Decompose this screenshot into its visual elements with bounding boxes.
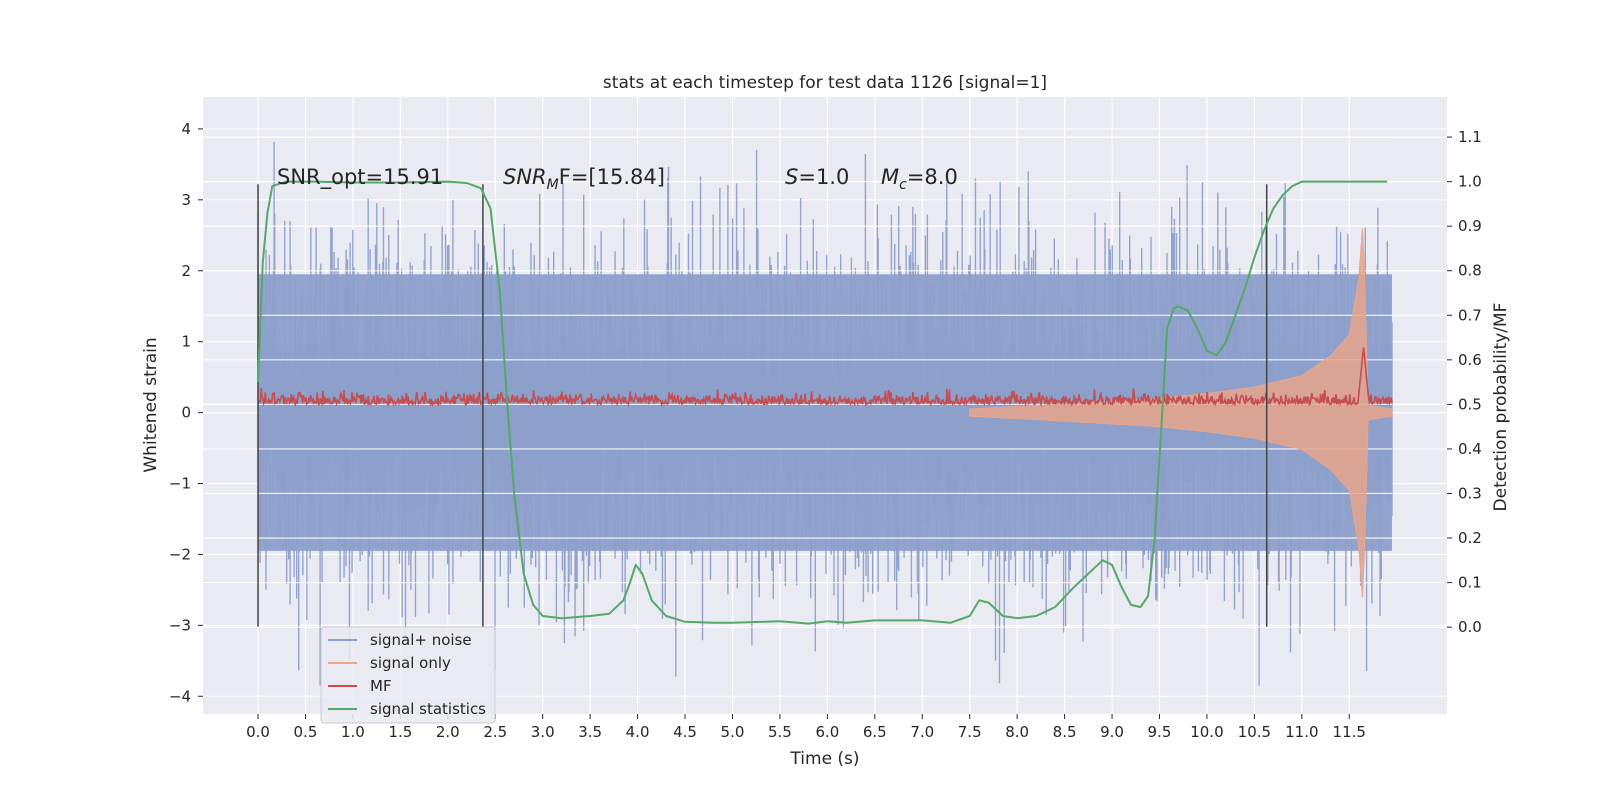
y-tick-label-3: −1 (169, 475, 191, 493)
series-mf (257, 347, 1393, 408)
y-right-tick-label-11: 1.1 (1458, 128, 1482, 146)
y-right-tick-label-10: 1.0 (1458, 173, 1482, 191)
x-tick-label-10: 5.0 (721, 723, 745, 741)
legend-label-mf: MF (370, 677, 392, 695)
y-tick-label-4: 0 (181, 404, 191, 422)
y-tick-label-0: −4 (169, 687, 191, 705)
x-tick-label-9: 4.5 (673, 723, 697, 741)
y-tick-label-5: 1 (181, 333, 191, 351)
y-tick-label-1: −3 (169, 616, 191, 634)
axis-ticks: 0.0 0.5 1.0 1.5 2.0 2.5 3.0 3.5 4.0 4.5 5.0 5.5 6.0 6… (169, 120, 1482, 741)
x-tick-label-20: 10.0 (1190, 723, 1223, 741)
annotation-mc-sub: c (899, 177, 907, 193)
legend-label-signal-noise: signal+ noise (370, 631, 472, 649)
x-tick-label-18: 9.0 (1100, 723, 1124, 741)
x-tick-label-3: 1.5 (388, 723, 412, 741)
annotation-snr-opt: SNR_opt=15.91 (277, 165, 443, 190)
annotation-mc-value: =8.0 (907, 165, 958, 189)
annotation-mc-symbol: M (881, 165, 899, 189)
x-tick-label-4: 2.0 (436, 723, 460, 741)
x-tick-label-17: 8.5 (1053, 723, 1077, 741)
y-tick-label-7: 3 (181, 191, 191, 209)
y-right-tick-label-7: 0.7 (1458, 306, 1482, 324)
signal-statistics-line (257, 180, 1388, 625)
y-right-tick-label-9: 0.9 (1458, 217, 1482, 235)
x-tick-label-12: 6.0 (815, 723, 839, 741)
y-right-tick-label-4: 0.4 (1458, 440, 1482, 458)
y-right-tick-label-3: 0.3 (1458, 484, 1482, 502)
x-tick-label-22: 11.0 (1285, 723, 1318, 741)
vertical-markers (257, 184, 1268, 627)
mf-trace (257, 347, 1393, 408)
annotation-snr-mf-rest: F=[15.84] (559, 165, 665, 189)
x-tick-label-23: 11.5 (1333, 723, 1366, 741)
annotation-s-value: =1.0 (798, 165, 849, 189)
x-tick-label-0: 0.0 (246, 723, 270, 741)
legend-label-signal-statistics: signal statistics (370, 700, 486, 718)
y-right-tick-label-5: 0.5 (1458, 395, 1482, 413)
annotation-s: S=1.0 (785, 165, 849, 189)
x-tick-label-19: 9.5 (1148, 723, 1172, 741)
x-tick-label-1: 0.5 (294, 723, 318, 741)
y-right-tick-label-8: 0.8 (1458, 262, 1482, 280)
x-tick-label-15: 7.5 (958, 723, 982, 741)
y-right-tick-label-1: 0.1 (1458, 574, 1482, 592)
annotation-s-symbol: S (785, 165, 798, 189)
y-tick-label-2: −2 (169, 545, 191, 563)
x-axis-label: Time (s) (789, 749, 859, 769)
y-right-tick-label-2: 0.2 (1458, 529, 1482, 547)
x-tick-label-21: 10.5 (1238, 723, 1271, 741)
x-tick-label-5: 2.5 (483, 723, 507, 741)
y-right-axis-label: Detection probability/MF (1491, 303, 1511, 512)
x-tick-label-6: 3.0 (531, 723, 555, 741)
x-tick-label-7: 3.5 (578, 723, 602, 741)
x-tick-label-11: 5.5 (768, 723, 792, 741)
chart-title: stats at each timestep for test data 112… (603, 73, 1047, 93)
legend-label-signal-only: signal only (370, 654, 451, 672)
legend-box (320, 626, 496, 724)
annotation-mc: Mc=8.0 (881, 165, 958, 193)
x-tick-label-13: 6.5 (863, 723, 887, 741)
y-right-tick-label-6: 0.6 (1458, 351, 1482, 369)
x-tick-label-14: 7.0 (910, 723, 934, 741)
series-signal-statistics (257, 180, 1388, 625)
annotation-snr-mf: SNRMF=[15.84] (503, 165, 665, 193)
legend: signal+ noise signal only MF signal stat… (320, 626, 496, 724)
y-tick-label-8: 4 (181, 120, 191, 138)
annotation-snr-mf-main: SNR (503, 165, 547, 189)
x-tick-label-8: 4.0 (626, 723, 650, 741)
series-signal-only (969, 228, 1393, 598)
annotation-snr-mf-sub: M (547, 177, 559, 193)
x-tick-label-16: 8.0 (1005, 723, 1029, 741)
y-right-tick-label-0: 0.0 (1458, 618, 1482, 636)
y-tick-label-6: 2 (181, 262, 191, 280)
y-axis-label: Whitened strain (141, 337, 161, 472)
x-tick-label-2: 1.0 (341, 723, 365, 741)
signal-only-envelope (969, 228, 1393, 598)
